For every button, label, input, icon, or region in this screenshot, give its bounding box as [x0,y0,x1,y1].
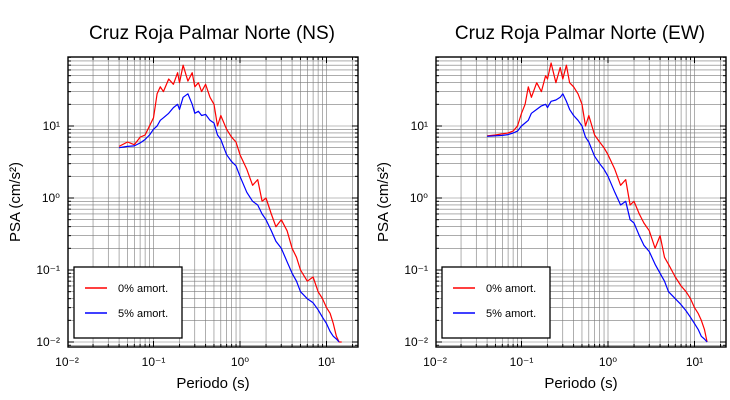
y-axis-label: PSA (cm/s²) [7,162,24,242]
legend-label: 5% amort. [486,308,536,320]
y-tick-label: 10⁻¹ [36,263,60,277]
x-tick-label: 10⁻¹ [510,355,534,369]
chart-panel-ns: 10⁻² 10⁻¹ 10⁰ 10¹ 10⁻² 10⁻¹ 10⁰ 10¹ Cruz Roja Pa… [7,23,359,392]
axis-ticks [436,56,726,347]
series-lines [487,62,708,343]
x-tick-label: 10⁰ [231,355,249,369]
x-tick-label: 10¹ [686,355,703,369]
legend: 0% amort. 5% amort. [73,266,183,339]
legend-label: 5% amort. [118,308,168,320]
x-tick-label: 10⁻² [55,355,79,369]
y-tick-label: 10¹ [411,119,428,133]
plot-frame [435,56,727,348]
chart-title: Cruz Roja Palmar Norte (NS) [89,23,335,44]
y-axis-label: PSA (cm/s²) [375,162,392,242]
x-tick-label: 10⁻² [423,355,447,369]
series-line-undamped [118,64,342,343]
x-tick-label: 10¹ [318,355,335,369]
y-tick-label: 10⁻¹ [404,263,428,277]
x-axis-label: Periodo (s) [544,375,617,392]
y-tick-label: 10¹ [43,119,60,133]
chart-title: Cruz Roja Palmar Norte (EW) [455,23,705,44]
chart-panel-ew: 10⁻² 10⁻¹ 10⁰ 10¹ 10⁻² 10⁻¹ 10⁰ 10¹ Cruz Roja Pa… [375,23,727,392]
series-line-damped [487,93,708,343]
x-tick-label: 10⁻¹ [142,355,166,369]
y-tick-label: 10⁻² [36,335,60,349]
series-line-damped [119,93,340,343]
legend-box [73,266,183,339]
legend-label: 0% amort. [118,283,168,295]
grid-lines [436,57,726,347]
series-line-undamped [487,62,708,343]
legend-box [441,266,551,339]
x-tick-label: 10⁰ [599,355,617,369]
y-tick-label: 10⁰ [410,191,428,205]
x-axis-label: Periodo (s) [176,375,249,392]
axis-ticks [68,56,358,347]
y-tick-label: 10⁻² [404,335,428,349]
legend-label: 0% amort. [486,283,536,295]
series-lines [118,64,342,343]
plot-frame [67,56,359,348]
y-tick-label: 10⁰ [42,191,60,205]
legend: 0% amort. 5% amort. [441,266,551,339]
